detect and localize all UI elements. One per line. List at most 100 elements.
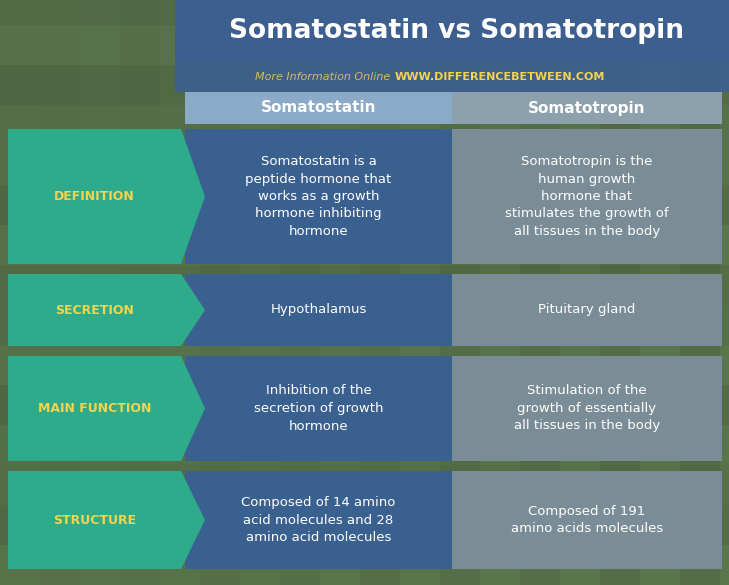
FancyBboxPatch shape [200, 0, 240, 25]
FancyBboxPatch shape [440, 0, 480, 25]
FancyBboxPatch shape [200, 345, 240, 385]
FancyBboxPatch shape [560, 105, 600, 145]
FancyBboxPatch shape [640, 545, 680, 585]
FancyBboxPatch shape [200, 225, 240, 265]
FancyBboxPatch shape [600, 105, 640, 145]
FancyBboxPatch shape [160, 25, 200, 65]
FancyBboxPatch shape [80, 265, 120, 305]
FancyBboxPatch shape [280, 25, 320, 65]
FancyBboxPatch shape [560, 225, 600, 265]
FancyBboxPatch shape [400, 465, 440, 505]
FancyBboxPatch shape [680, 305, 720, 345]
FancyBboxPatch shape [640, 305, 680, 345]
FancyBboxPatch shape [240, 465, 280, 505]
FancyBboxPatch shape [560, 385, 600, 425]
FancyBboxPatch shape [40, 265, 80, 305]
FancyBboxPatch shape [80, 65, 120, 105]
FancyBboxPatch shape [280, 465, 320, 505]
FancyBboxPatch shape [240, 25, 280, 65]
FancyBboxPatch shape [600, 225, 640, 265]
FancyBboxPatch shape [320, 545, 360, 585]
FancyBboxPatch shape [480, 265, 520, 305]
FancyBboxPatch shape [560, 345, 600, 385]
FancyBboxPatch shape [480, 65, 520, 105]
FancyBboxPatch shape [200, 505, 240, 545]
FancyBboxPatch shape [40, 345, 80, 385]
FancyBboxPatch shape [240, 505, 280, 545]
FancyBboxPatch shape [360, 545, 400, 585]
FancyBboxPatch shape [40, 105, 80, 145]
FancyBboxPatch shape [440, 185, 480, 225]
FancyBboxPatch shape [40, 385, 80, 425]
FancyBboxPatch shape [80, 465, 120, 505]
FancyBboxPatch shape [680, 185, 720, 225]
FancyBboxPatch shape [320, 465, 360, 505]
FancyBboxPatch shape [452, 129, 722, 264]
FancyBboxPatch shape [200, 385, 240, 425]
FancyBboxPatch shape [680, 465, 720, 505]
FancyBboxPatch shape [40, 465, 80, 505]
FancyBboxPatch shape [360, 105, 400, 145]
FancyBboxPatch shape [560, 65, 600, 105]
FancyBboxPatch shape [80, 305, 120, 345]
FancyBboxPatch shape [400, 0, 440, 25]
FancyBboxPatch shape [200, 265, 240, 305]
FancyBboxPatch shape [600, 425, 640, 465]
FancyBboxPatch shape [600, 345, 640, 385]
FancyBboxPatch shape [120, 505, 160, 545]
FancyBboxPatch shape [240, 225, 280, 265]
FancyBboxPatch shape [185, 274, 452, 346]
FancyBboxPatch shape [160, 0, 200, 25]
FancyBboxPatch shape [600, 465, 640, 505]
FancyBboxPatch shape [120, 545, 160, 585]
FancyBboxPatch shape [40, 0, 80, 25]
FancyBboxPatch shape [480, 185, 520, 225]
FancyBboxPatch shape [480, 145, 520, 185]
Text: Inhibition of the
secretion of growth
hormone: Inhibition of the secretion of growth ho… [254, 384, 383, 432]
FancyBboxPatch shape [240, 0, 280, 25]
FancyBboxPatch shape [240, 65, 280, 105]
Text: Hypothalamus: Hypothalamus [270, 304, 367, 316]
FancyBboxPatch shape [160, 545, 200, 585]
FancyBboxPatch shape [320, 65, 360, 105]
FancyBboxPatch shape [600, 185, 640, 225]
FancyBboxPatch shape [40, 425, 80, 465]
Text: Composed of 14 amino
acid molecules and 28
amino acid molecules: Composed of 14 amino acid molecules and … [241, 496, 396, 544]
FancyBboxPatch shape [680, 345, 720, 385]
FancyBboxPatch shape [560, 145, 600, 185]
FancyBboxPatch shape [240, 385, 280, 425]
FancyBboxPatch shape [80, 185, 120, 225]
FancyBboxPatch shape [120, 425, 160, 465]
FancyBboxPatch shape [80, 0, 120, 25]
FancyBboxPatch shape [320, 0, 360, 25]
Text: Somatotropin: Somatotropin [529, 101, 646, 115]
FancyBboxPatch shape [680, 225, 720, 265]
FancyBboxPatch shape [720, 545, 729, 585]
FancyBboxPatch shape [120, 105, 160, 145]
FancyBboxPatch shape [280, 305, 320, 345]
FancyBboxPatch shape [80, 145, 120, 185]
FancyBboxPatch shape [720, 105, 729, 145]
FancyBboxPatch shape [440, 145, 480, 185]
FancyBboxPatch shape [185, 471, 452, 569]
FancyBboxPatch shape [440, 505, 480, 545]
FancyBboxPatch shape [600, 65, 640, 105]
FancyBboxPatch shape [280, 0, 320, 25]
FancyBboxPatch shape [360, 185, 400, 225]
FancyBboxPatch shape [280, 345, 320, 385]
FancyBboxPatch shape [0, 345, 40, 385]
FancyBboxPatch shape [440, 385, 480, 425]
FancyBboxPatch shape [480, 225, 520, 265]
FancyBboxPatch shape [160, 65, 200, 105]
FancyBboxPatch shape [280, 385, 320, 425]
FancyBboxPatch shape [320, 185, 360, 225]
FancyBboxPatch shape [520, 305, 560, 345]
FancyBboxPatch shape [280, 145, 320, 185]
FancyBboxPatch shape [520, 385, 560, 425]
FancyBboxPatch shape [560, 305, 600, 345]
FancyBboxPatch shape [640, 25, 680, 65]
FancyBboxPatch shape [400, 185, 440, 225]
FancyBboxPatch shape [720, 265, 729, 305]
FancyBboxPatch shape [480, 465, 520, 505]
FancyBboxPatch shape [0, 425, 40, 465]
